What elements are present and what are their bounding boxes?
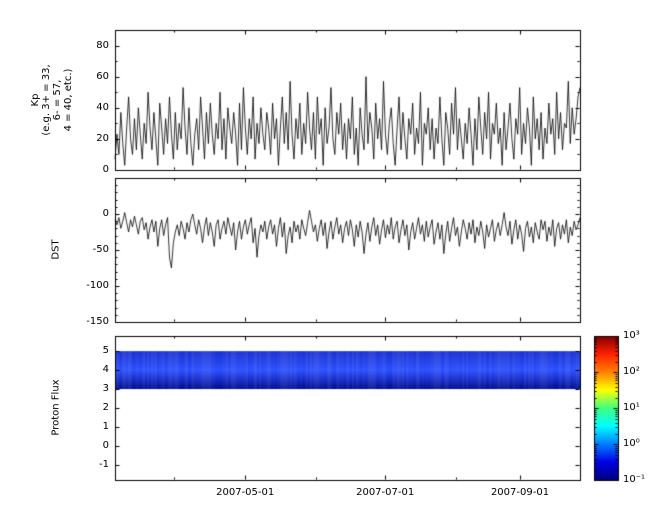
figure: Kp (e.g. 3+ = 33, 6- = 57, 4 = 40, etc.)…	[0, 0, 665, 523]
chart-canvas	[0, 0, 665, 523]
